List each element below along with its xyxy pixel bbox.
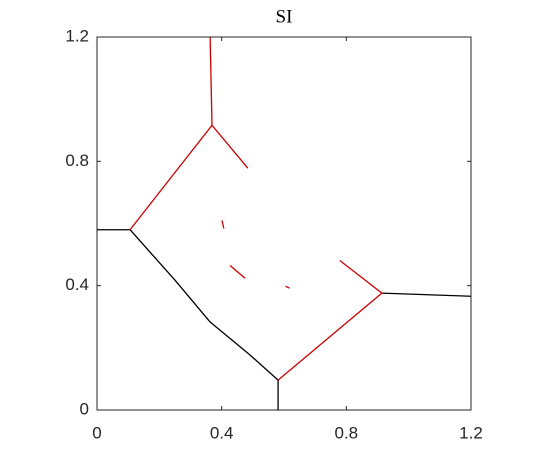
y-tick-label: 0.4 [65,275,89,294]
chart-title: SI [276,6,293,27]
line-series [129,36,383,381]
y-tick-label: 0 [80,399,89,418]
axes-box [96,36,472,411]
y-tick-label: 1.2 [65,26,89,45]
x-tick-label: 0 [92,423,101,442]
line-series [97,229,472,410]
y-tick-label: 0.8 [65,151,89,170]
x-tick-label: 0.8 [335,423,359,442]
x-tick-label: 0.4 [210,423,234,442]
x-tick-label: 1.2 [459,423,483,442]
